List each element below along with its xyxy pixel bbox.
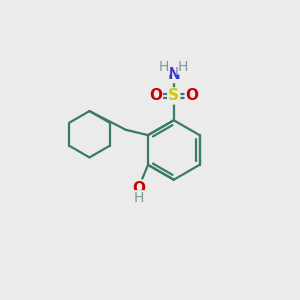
Text: O: O [149,88,162,104]
Text: S: S [168,88,179,104]
Text: O: O [186,88,199,104]
Text: O: O [133,181,146,196]
Text: H: H [178,60,188,74]
Text: H: H [134,191,144,205]
Text: N: N [167,67,180,82]
Text: H: H [159,60,169,74]
